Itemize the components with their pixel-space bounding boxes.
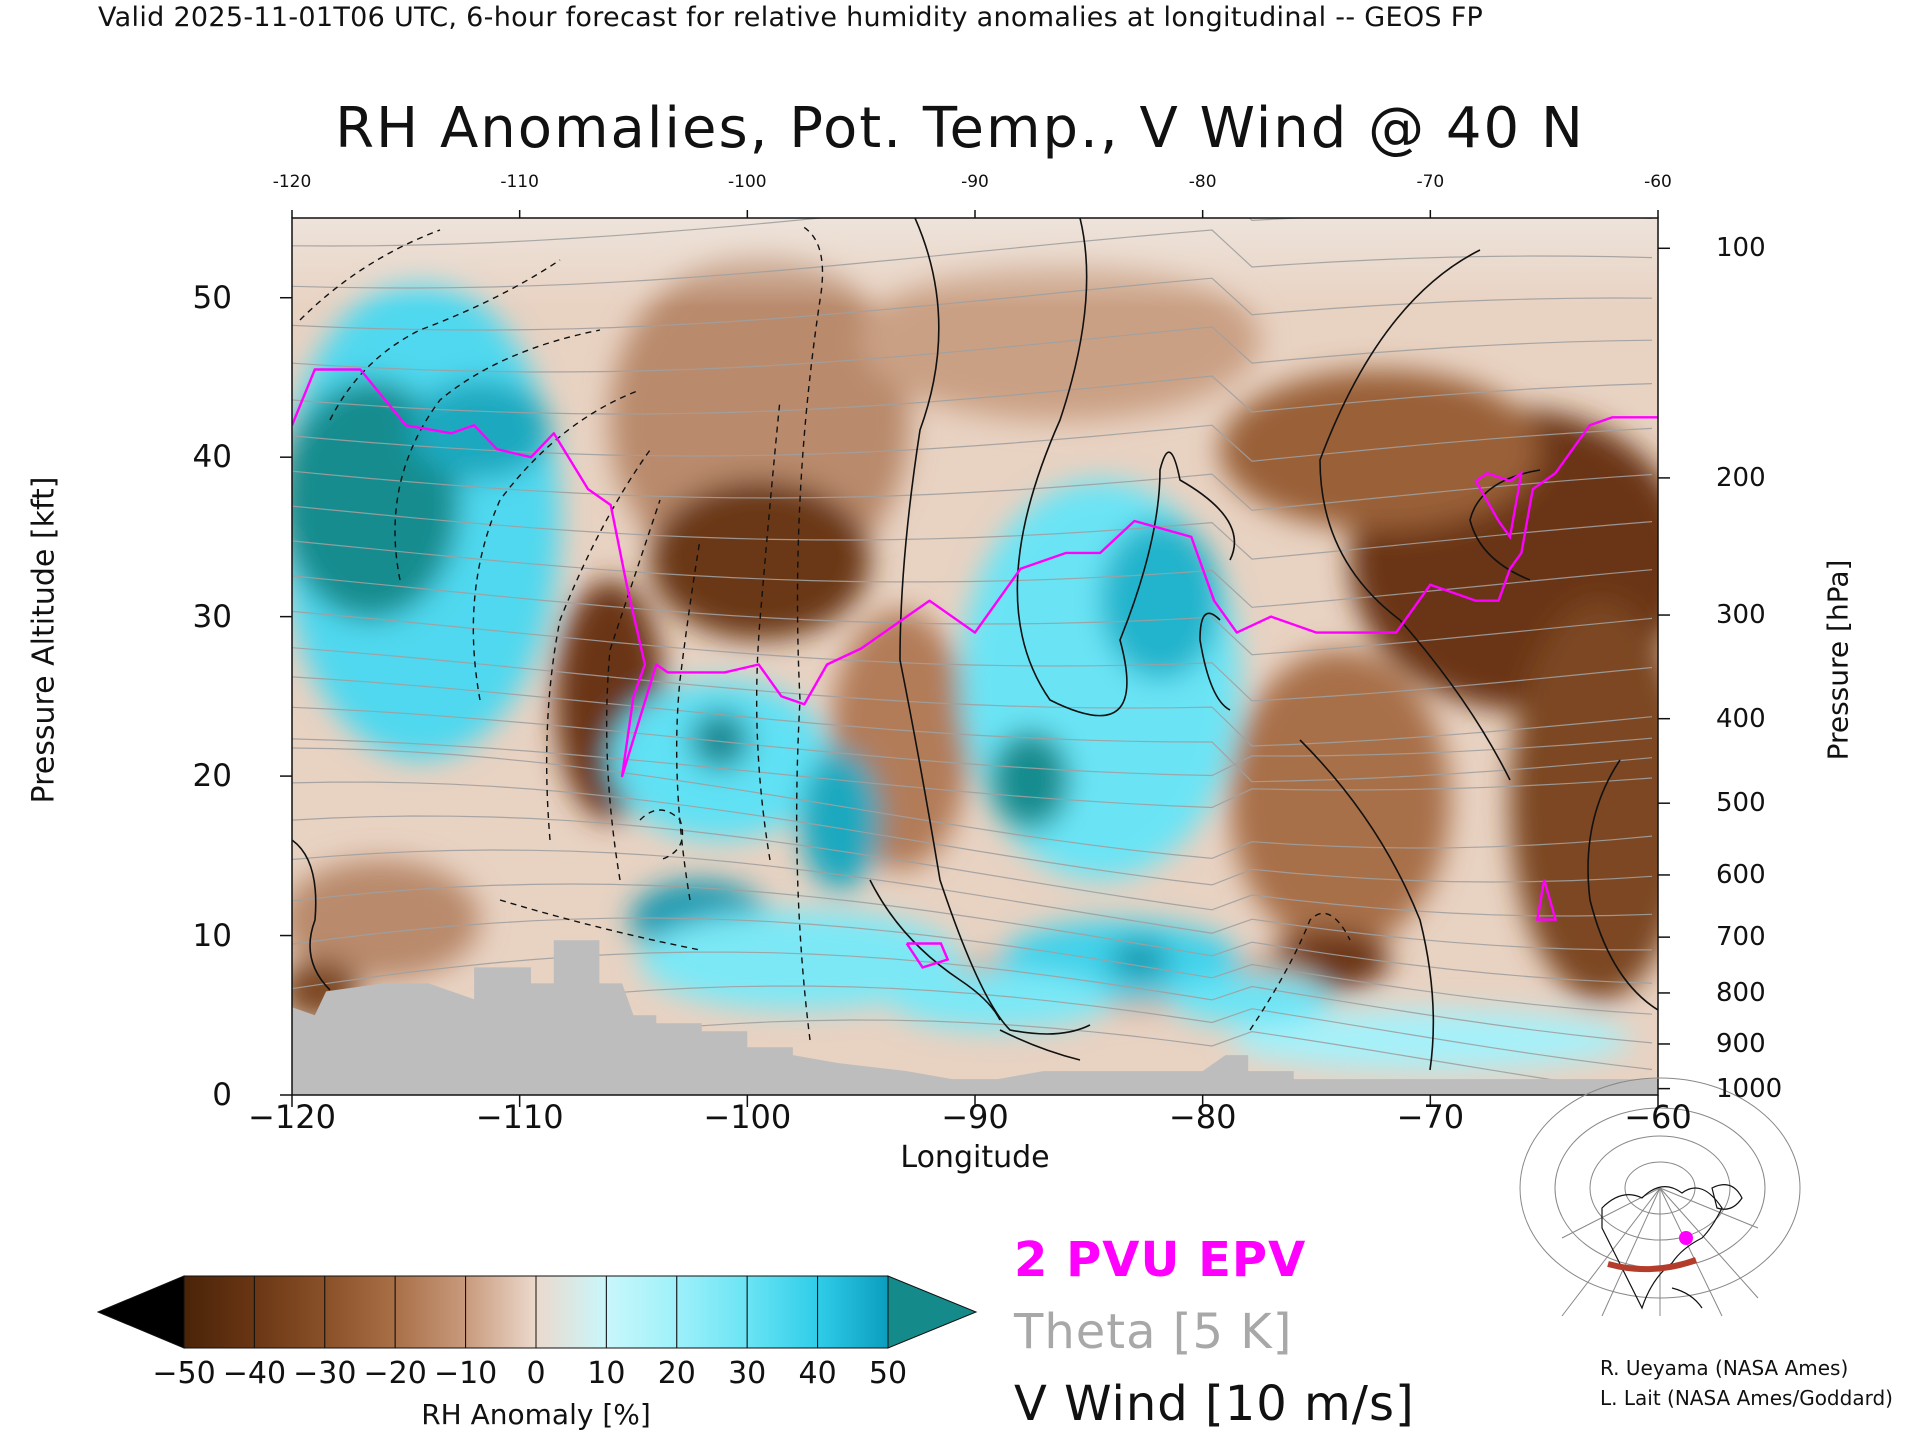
theta-contour bbox=[292, 229, 1653, 289]
legend-theta: Theta [5 K] bbox=[1014, 1304, 1293, 1360]
top-tick-label: -70 bbox=[1416, 172, 1445, 192]
theta-contour bbox=[292, 218, 1653, 247]
top-tick-label: -80 bbox=[1188, 172, 1217, 192]
theta-contour bbox=[292, 505, 1653, 560]
colorbar-segment bbox=[324, 1275, 396, 1349]
pvu-2-island bbox=[1474, 470, 1524, 540]
credit-line-1: R. Ueyama (NASA Ames) bbox=[1600, 1356, 1849, 1380]
credit-line-2: L. Lait (NASA Ames/Goddard) bbox=[1600, 1386, 1893, 1410]
theta-contour bbox=[292, 883, 1653, 984]
pressure-tick-label: 100 bbox=[1716, 233, 1766, 264]
pvu-2-islands bbox=[905, 470, 1558, 969]
x-tick-label: −100 bbox=[703, 1098, 792, 1136]
colorbar-tick-label: 10 bbox=[587, 1356, 626, 1391]
y-tick-label: 10 bbox=[192, 917, 232, 954]
x-tick-label: −70 bbox=[1396, 1098, 1465, 1136]
colorbar-segment bbox=[676, 1275, 748, 1349]
theta-contour bbox=[292, 375, 1653, 415]
top-tick-label: -90 bbox=[961, 172, 989, 192]
theta-contours bbox=[292, 92, 1653, 1095]
theta-contour bbox=[292, 277, 1653, 331]
y-tick-label: 20 bbox=[192, 758, 232, 795]
colorbar-segment bbox=[817, 1275, 889, 1349]
theta-contour bbox=[292, 92, 1652, 161]
pressure-tick-label: 900 bbox=[1716, 1028, 1766, 1059]
x-axis-label: Longitude bbox=[900, 1140, 1050, 1175]
colorbar-over-triangle bbox=[887, 1275, 978, 1349]
y-tick-label: 0 bbox=[212, 1077, 232, 1113]
theta-contour bbox=[292, 676, 1653, 783]
page-header: Valid 2025-11-01T06 UTC, 6-hour forecast… bbox=[98, 2, 1484, 33]
top-tick-label: -100 bbox=[728, 172, 767, 192]
colorbar-tick-label: −40 bbox=[222, 1356, 287, 1391]
top-tick-label: -60 bbox=[1644, 172, 1672, 192]
pressure-tick-label: 700 bbox=[1716, 922, 1766, 953]
theta-contour bbox=[292, 470, 1653, 511]
colorbar-tick-label: 30 bbox=[728, 1356, 767, 1391]
colorbar-tick-label: −20 bbox=[363, 1356, 427, 1391]
theta-contour bbox=[292, 424, 1653, 462]
pressure-tick-label: 800 bbox=[1716, 977, 1766, 1008]
v-wind-contours bbox=[292, 218, 1658, 1071]
colorbar-tick-label: 50 bbox=[868, 1356, 908, 1391]
rh-anomaly-field bbox=[292, 92, 1658, 1095]
colorbar bbox=[96, 1275, 978, 1349]
x-tick-label: −120 bbox=[248, 1098, 336, 1136]
colorbar-segment bbox=[605, 1275, 678, 1349]
theta-contour bbox=[292, 815, 1653, 917]
theta-contour bbox=[292, 781, 1653, 886]
v-wind-negative-contours bbox=[299, 224, 1351, 1041]
theta-contour bbox=[292, 747, 1653, 860]
chart-title: RH Anomalies, Pot. Temp., V Wind @ 40 N bbox=[335, 96, 1585, 161]
theta-contour bbox=[292, 647, 1653, 747]
theta-contour bbox=[292, 738, 1653, 809]
top-tick-label: -120 bbox=[272, 172, 312, 192]
y-tick-label: 30 bbox=[192, 598, 232, 635]
colorbar-segment bbox=[253, 1275, 326, 1349]
colorbar-tick-label: −10 bbox=[433, 1356, 498, 1391]
theta-contour bbox=[292, 706, 1653, 777]
colorbar-segment bbox=[465, 1275, 537, 1349]
legend-epv: 2 PVU EPV bbox=[1014, 1232, 1307, 1288]
colorbar-segment bbox=[535, 1275, 607, 1349]
legend-vwind: V Wind [10 m/s] bbox=[1014, 1376, 1415, 1432]
pvu-2-island bbox=[905, 942, 950, 969]
y-tick-label: 50 bbox=[192, 279, 232, 316]
colorbar-tick-label: 20 bbox=[657, 1356, 696, 1391]
colorbar-segment bbox=[746, 1275, 819, 1349]
pressure-tick-label: 1000 bbox=[1716, 1073, 1783, 1104]
pressure-tick-label: 600 bbox=[1716, 859, 1766, 890]
theta-contour bbox=[292, 326, 1653, 373]
y-axis-label-right: Pressure [hPa] bbox=[1821, 559, 1855, 761]
theta-contour bbox=[292, 575, 1653, 656]
theta-contour bbox=[292, 137, 1652, 204]
pressure-tick-label: 400 bbox=[1716, 703, 1766, 734]
top-tick-label: -110 bbox=[500, 172, 539, 192]
colorbar-tick-label: 0 bbox=[526, 1356, 546, 1391]
pressure-tick-label: 300 bbox=[1716, 600, 1766, 631]
colorbar-segment bbox=[394, 1275, 467, 1349]
colorbar-tick-label: −30 bbox=[293, 1356, 357, 1391]
x-tick-label: −110 bbox=[475, 1098, 564, 1136]
pressure-tick-label: 500 bbox=[1716, 788, 1766, 819]
colorbar-segment bbox=[183, 1275, 255, 1349]
inset-map bbox=[1519, 1077, 1801, 1317]
terrain bbox=[292, 940, 1658, 1095]
x-tick-label: −80 bbox=[1168, 1098, 1237, 1136]
theta-contour bbox=[292, 917, 1653, 1015]
pvu-2-island bbox=[1535, 879, 1558, 921]
x-tick-label: −90 bbox=[941, 1098, 1009, 1136]
colorbar-under-triangle bbox=[96, 1275, 185, 1349]
theta-contour bbox=[292, 610, 1653, 702]
y-tick-label: 40 bbox=[192, 439, 232, 476]
y-axis-label: Pressure Altitude [kft] bbox=[26, 476, 62, 804]
colorbar-tick-label: −50 bbox=[152, 1356, 216, 1391]
colorbar-tick-label: 40 bbox=[798, 1356, 837, 1391]
pressure-tick-label: 200 bbox=[1716, 462, 1766, 493]
colorbar-label: RH Anomaly [%] bbox=[421, 1398, 651, 1431]
pvu-2-line bbox=[292, 368, 1658, 778]
x-tick-label: −60 bbox=[1624, 1098, 1692, 1136]
